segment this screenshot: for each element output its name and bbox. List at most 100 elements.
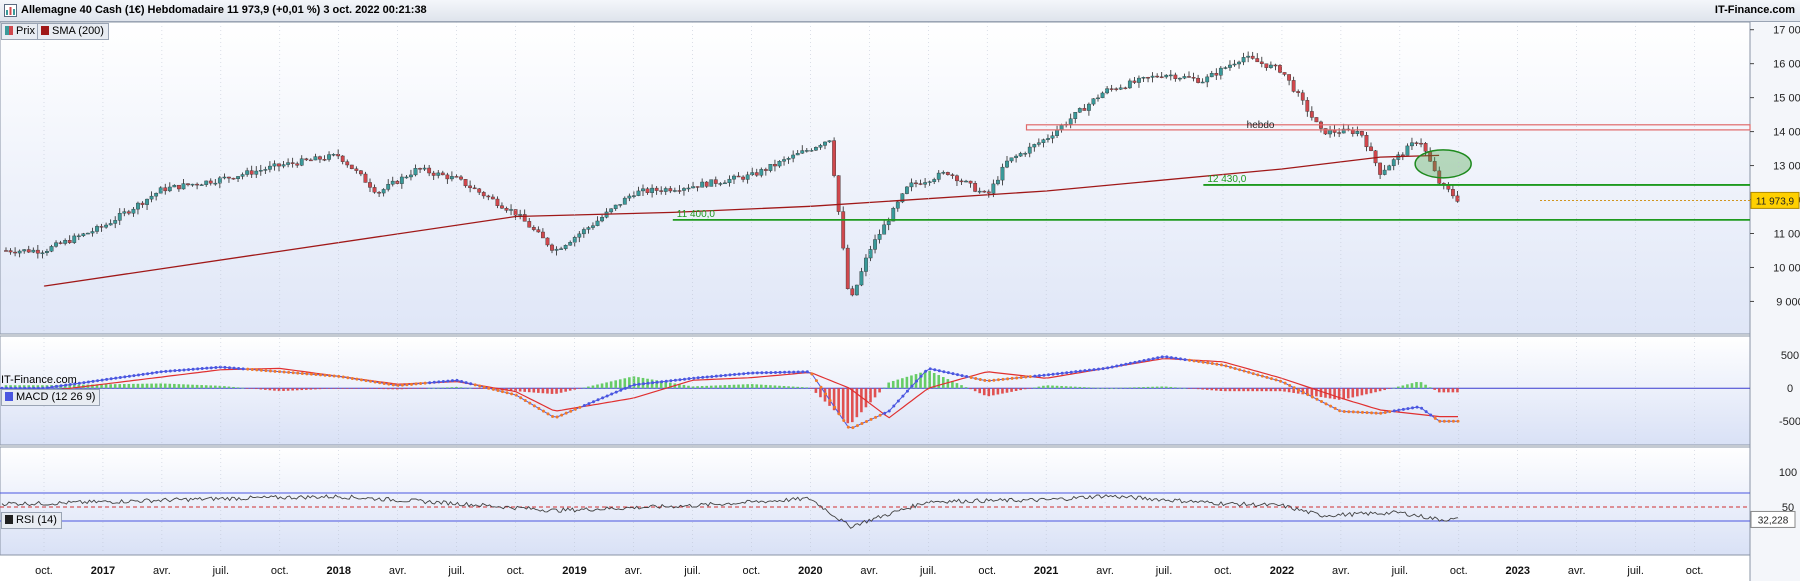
candle	[522, 214, 527, 222]
x-tick-label: avr.	[1568, 565, 1586, 577]
candle	[35, 249, 40, 254]
hist-bar	[1169, 386, 1173, 389]
hist-bar	[878, 388, 881, 393]
candle	[1137, 77, 1141, 83]
hist-bar	[432, 387, 435, 389]
candle	[345, 161, 350, 166]
x-tick-label: 2018	[327, 565, 351, 577]
macd-dot	[1151, 357, 1155, 361]
candle	[395, 180, 400, 184]
macd-dot	[250, 368, 254, 372]
hist-bar	[1392, 387, 1396, 389]
macd-dot	[887, 409, 891, 413]
hist-bar	[214, 385, 217, 389]
hist-bar	[518, 388, 522, 392]
hist-bar	[268, 388, 272, 391]
candle	[1296, 91, 1301, 94]
macd-dot	[1065, 371, 1069, 375]
legend-sma[interactable]: SMA (200)	[37, 23, 109, 40]
x-tick-label: juil.	[1391, 565, 1409, 577]
macd-dot	[41, 386, 45, 390]
macd-dot	[1406, 407, 1410, 411]
legend-prix[interactable]: Prix	[1, 23, 40, 40]
macd-dot	[137, 373, 140, 377]
macd-dot	[168, 369, 172, 373]
hist-bar	[841, 388, 845, 419]
candle	[700, 181, 705, 188]
hist-bar	[1037, 386, 1041, 389]
candle	[1391, 159, 1396, 167]
macd-dot	[965, 375, 969, 379]
macd-dot	[514, 393, 518, 397]
legend-macd[interactable]: MACD (12 26 9)	[1, 389, 101, 406]
macd-dot	[319, 373, 322, 377]
x-tick-label: juil.	[1626, 565, 1644, 577]
candle	[732, 175, 736, 180]
macd-dot	[1383, 410, 1387, 414]
candle	[340, 155, 345, 162]
hist-bar	[336, 388, 340, 389]
macd-dot	[478, 384, 482, 388]
macd-dot	[1074, 370, 1078, 374]
hist-bar	[951, 381, 954, 389]
macd-dot	[705, 375, 709, 379]
macd-dot	[1447, 419, 1451, 423]
hist-bar	[218, 385, 222, 389]
candle	[431, 172, 436, 176]
candle	[827, 140, 832, 143]
macd-dot	[1165, 355, 1169, 359]
candle	[108, 223, 113, 226]
candle	[1196, 77, 1201, 83]
candle	[1086, 103, 1091, 111]
candle	[791, 154, 796, 159]
candle	[923, 182, 928, 185]
macd-dot	[915, 379, 919, 383]
hist-bar	[455, 387, 458, 389]
hist-bar	[996, 388, 1000, 395]
macd-dot	[805, 370, 809, 374]
hist-bar	[123, 384, 126, 389]
hist-bar	[109, 384, 112, 389]
candle	[81, 233, 86, 237]
macd-dot	[978, 377, 982, 381]
macd-dot	[837, 412, 841, 416]
candle	[877, 233, 882, 240]
hist-bar	[1310, 388, 1314, 396]
prix-swatch-icon	[5, 26, 13, 35]
candle	[331, 154, 336, 156]
macd-dot	[150, 371, 154, 375]
macd-dot	[59, 384, 63, 388]
macd-dot	[187, 368, 191, 372]
candle	[1246, 55, 1251, 58]
candles	[4, 51, 1460, 297]
candle	[1000, 166, 1005, 181]
candle	[1273, 64, 1278, 67]
hist-bar	[36, 385, 40, 389]
candle	[104, 224, 109, 228]
hist-bar	[1005, 388, 1009, 393]
rsi-swatch-icon	[5, 515, 13, 524]
macd-dot	[846, 425, 850, 429]
candle	[145, 198, 149, 205]
candle	[763, 169, 768, 171]
macd-dot	[350, 376, 354, 380]
x-tick-label: juil.	[919, 565, 937, 577]
macd-dot	[582, 404, 586, 408]
macd-dot	[0, 386, 4, 390]
candle	[1096, 97, 1100, 100]
hist-bar	[814, 388, 818, 393]
candle	[723, 182, 727, 185]
candle	[513, 209, 518, 216]
resistance-zone[interactable]	[1025, 124, 1751, 131]
macd-dot	[1274, 378, 1278, 382]
hist-bar	[1269, 388, 1273, 392]
candle	[759, 169, 764, 176]
macd-dot	[787, 370, 791, 374]
macd-dot	[1097, 367, 1101, 371]
macd-dot	[1224, 364, 1228, 368]
highlight-ellipse[interactable]	[1414, 149, 1472, 179]
legend-rsi[interactable]: RSI (14)	[1, 512, 62, 529]
macd-dot	[273, 369, 277, 373]
candle	[190, 183, 195, 186]
x-tick-label: 2017	[91, 565, 115, 577]
